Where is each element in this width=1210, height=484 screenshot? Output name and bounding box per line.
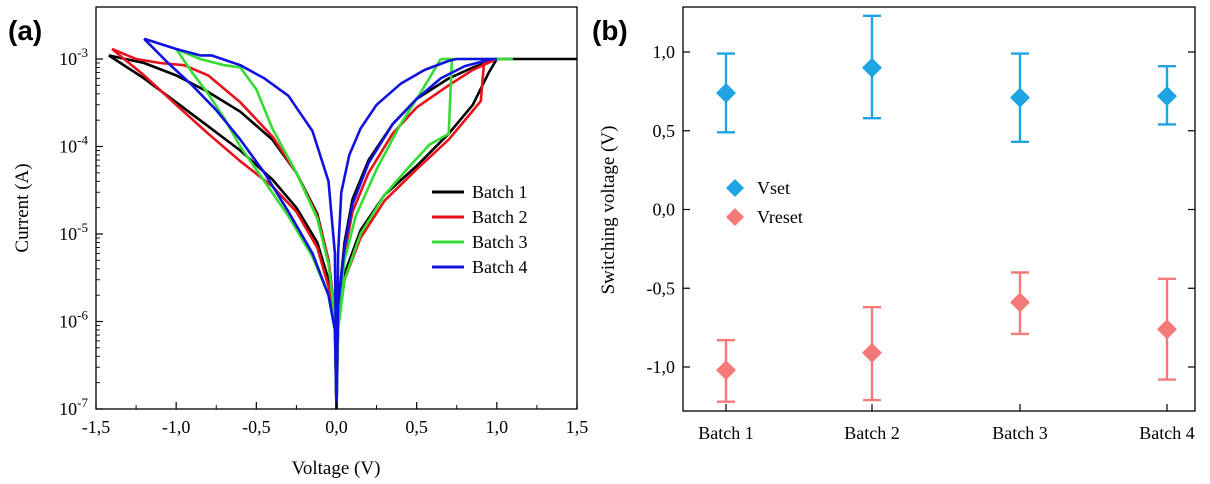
- legend-b: Vset Vreset: [726, 178, 803, 227]
- y-tick-label-a: 10-3: [59, 45, 88, 69]
- x-axis-label-a: Voltage (V): [292, 458, 381, 479]
- series-line-4-branch-1: [143, 37, 338, 410]
- x-tick-label-a: -1,5: [82, 417, 111, 437]
- series-line-1-branch-2: [108, 54, 338, 410]
- y-tick-label-b: -1,0: [647, 357, 676, 377]
- series-line-4-branch-2: [143, 37, 338, 410]
- axis-ticks-a: -1,5 -1,0 -0,5 0,0 0,5 1,0 1,5 10-7 10-6 10-5 10-4…: [59, 45, 588, 437]
- x-tick-label-a: 0,0: [325, 417, 348, 437]
- x-tick-label-b: Batch 2: [844, 423, 900, 443]
- x-tick-label-a: -1,0: [162, 417, 191, 437]
- data-point-vreset: [862, 342, 882, 363]
- data-point-vreset: [1157, 319, 1177, 340]
- panel-label-b: (b): [592, 15, 628, 46]
- data-point-vset: [1010, 87, 1030, 108]
- x-tick-label-b: Batch 3: [992, 423, 1048, 443]
- legend-label-b-1: Vset: [757, 178, 790, 198]
- series-line-3-branch-1: [175, 48, 338, 410]
- x-tick-label-a: -0,5: [242, 417, 271, 437]
- y-tick-label-a: 10-4: [59, 133, 88, 157]
- y-axis-label-a: Current (A): [12, 163, 33, 252]
- series-line-3-branch-4: [335, 58, 454, 410]
- data-point-vreset: [1010, 292, 1030, 313]
- legend-marker-b-2: [726, 208, 744, 226]
- switching-voltage-marks: [716, 14, 1177, 403]
- x-tick-label-a: 1,0: [486, 417, 509, 437]
- data-point-vreset: [716, 360, 736, 381]
- series-line-1-branch-1: [108, 54, 338, 410]
- x-tick-label-b: Batch 1: [698, 423, 754, 443]
- data-point-vset: [716, 82, 736, 103]
- x-tick-label-a: 0,5: [405, 417, 428, 437]
- series-line-3-branch-3: [335, 58, 442, 410]
- legend-label-a-4: Batch 4: [472, 257, 528, 277]
- iv-curves: [108, 37, 577, 410]
- switching-voltage-panel: (b) -1,0 -0,5 0,0 0,5 1,0 Batch 1 Batch 2 Batch…: [592, 6, 1196, 443]
- y-tick-label-b: 0,5: [653, 121, 676, 141]
- y-tick-label-a: 10-6: [59, 308, 88, 332]
- legend-label-a-2: Batch 2: [472, 207, 528, 227]
- legend-marker-b-1: [726, 179, 744, 197]
- y-tick-label-b: -0,5: [647, 278, 676, 298]
- legend-label-a-1: Batch 1: [472, 182, 528, 202]
- series-line-4-branch-4: [335, 57, 493, 410]
- y-tick-label-a: 10-7: [59, 395, 88, 419]
- y-axis-label-b: Switching voltage (V): [598, 126, 619, 295]
- data-point-vset: [862, 57, 882, 78]
- series-line-4-branch-3: [335, 57, 458, 410]
- x-tick-label-a: 1,5: [566, 417, 589, 437]
- legend-label-a-3: Batch 3: [472, 232, 528, 252]
- series-line-3-branch-2: [175, 47, 338, 410]
- iv-chart-panel: (a) -1,5 -1,0 -0,5 0,0 0,5 1,0 1,5 10-7 10-6 10-5…: [8, 6, 588, 479]
- panel-label-a: (a): [8, 15, 42, 46]
- y-tick-label-a: 10-5: [59, 220, 88, 244]
- legend-label-b-2: Vreset: [757, 207, 803, 227]
- data-point-vset: [1157, 86, 1177, 107]
- legend-a: Batch 1 Batch 2 Batch 3 Batch 4: [432, 182, 528, 277]
- axis-ticks-b: -1,0 -0,5 0,0 0,5 1,0 Batch 1 Batch 2 Batch 3 Ba…: [647, 42, 1195, 443]
- x-tick-label-b: Batch 4: [1139, 423, 1195, 443]
- y-tick-label-b: 1,0: [653, 42, 676, 62]
- y-tick-label-b: 0,0: [653, 200, 676, 220]
